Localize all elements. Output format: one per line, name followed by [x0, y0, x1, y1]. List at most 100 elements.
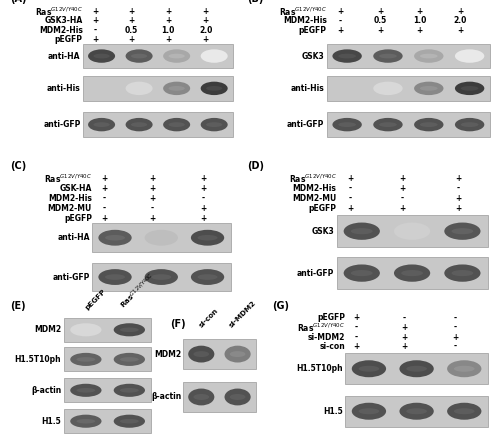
Ellipse shape	[406, 408, 427, 414]
FancyBboxPatch shape	[64, 409, 151, 433]
Text: -: -	[202, 194, 205, 203]
Text: +: +	[377, 7, 383, 16]
Text: +: +	[455, 194, 461, 203]
Text: (E): (E)	[10, 301, 26, 311]
Text: GSK-HA: GSK-HA	[60, 184, 92, 193]
Ellipse shape	[374, 49, 402, 63]
Ellipse shape	[351, 228, 372, 234]
Ellipse shape	[206, 122, 222, 127]
Ellipse shape	[144, 230, 178, 246]
Ellipse shape	[198, 274, 218, 280]
Text: MDM2-His: MDM2-His	[39, 26, 83, 35]
Text: pEGFP: pEGFP	[317, 313, 345, 322]
Ellipse shape	[224, 346, 250, 362]
Text: 0.5: 0.5	[125, 26, 138, 35]
Ellipse shape	[420, 54, 438, 59]
Text: +: +	[377, 26, 383, 35]
Ellipse shape	[379, 122, 397, 127]
Text: +: +	[200, 214, 206, 222]
Text: +: +	[200, 204, 206, 213]
Text: MDM2-MU: MDM2-MU	[292, 194, 337, 203]
Ellipse shape	[88, 49, 115, 63]
Text: +: +	[353, 342, 359, 351]
Ellipse shape	[126, 49, 152, 63]
Ellipse shape	[452, 228, 473, 234]
Text: H1.5: H1.5	[42, 417, 62, 426]
Text: +: +	[149, 194, 156, 203]
Text: -: -	[456, 184, 460, 193]
Ellipse shape	[455, 49, 484, 63]
Text: H1.5T10ph: H1.5T10ph	[14, 355, 62, 364]
Text: +: +	[200, 184, 206, 193]
Text: +: +	[165, 36, 171, 44]
Text: +: +	[202, 7, 209, 16]
FancyBboxPatch shape	[92, 223, 230, 252]
Ellipse shape	[70, 415, 102, 428]
Text: anti-HA: anti-HA	[48, 52, 80, 60]
Text: -: -	[454, 323, 456, 332]
Ellipse shape	[98, 269, 132, 285]
FancyBboxPatch shape	[336, 215, 488, 247]
Ellipse shape	[400, 403, 434, 420]
Text: +: +	[202, 16, 209, 25]
Text: +: +	[337, 26, 344, 35]
Text: 2.0: 2.0	[199, 26, 212, 35]
Ellipse shape	[374, 118, 402, 131]
Ellipse shape	[114, 384, 145, 397]
Ellipse shape	[332, 118, 362, 131]
Text: MDM2-His: MDM2-His	[292, 184, 337, 193]
Text: +: +	[416, 26, 422, 35]
Text: +: +	[149, 214, 156, 222]
Text: +: +	[347, 204, 354, 213]
FancyBboxPatch shape	[83, 112, 233, 137]
Text: +: +	[399, 204, 406, 213]
Text: +: +	[200, 174, 206, 183]
Text: si-con: si-con	[198, 307, 220, 329]
FancyBboxPatch shape	[64, 318, 151, 342]
Text: Ras$^{G12V/Y40C}$: Ras$^{G12V/Y40C}$	[298, 321, 345, 334]
Text: 0.5: 0.5	[374, 16, 386, 25]
Ellipse shape	[144, 269, 178, 285]
Text: (G): (G)	[272, 301, 289, 311]
Text: -: -	[339, 16, 342, 25]
Ellipse shape	[105, 274, 125, 280]
Text: Ras$^{G12V/Y40C}$: Ras$^{G12V/Y40C}$	[44, 173, 92, 185]
Ellipse shape	[120, 328, 139, 332]
Text: +: +	[353, 313, 359, 322]
Ellipse shape	[406, 366, 427, 372]
Ellipse shape	[358, 366, 379, 372]
Ellipse shape	[120, 388, 139, 392]
Text: -: -	[150, 204, 154, 213]
Ellipse shape	[114, 323, 145, 337]
Text: MDM2-His: MDM2-His	[48, 194, 92, 203]
FancyBboxPatch shape	[326, 112, 490, 137]
Text: Ras$^{G12V/Y40C}$: Ras$^{G12V/Y40C}$	[279, 5, 326, 18]
Text: -: -	[354, 323, 358, 332]
Ellipse shape	[200, 82, 228, 95]
Text: -: -	[454, 342, 456, 351]
Ellipse shape	[163, 118, 190, 131]
Text: -: -	[348, 194, 352, 203]
Ellipse shape	[198, 235, 218, 241]
Ellipse shape	[120, 357, 139, 362]
Ellipse shape	[230, 394, 246, 400]
Text: Ras$^{G12V/Y40C}$: Ras$^{G12V/Y40C}$	[118, 271, 158, 311]
Text: +: +	[92, 16, 98, 25]
Ellipse shape	[114, 415, 145, 428]
Ellipse shape	[338, 122, 356, 127]
Text: -: -	[103, 194, 106, 203]
Text: +: +	[457, 7, 464, 16]
Text: +: +	[92, 36, 98, 44]
Text: β-actin: β-actin	[31, 386, 62, 395]
FancyBboxPatch shape	[83, 44, 233, 68]
FancyBboxPatch shape	[345, 353, 488, 384]
Text: +: +	[165, 16, 171, 25]
Text: anti-His: anti-His	[290, 84, 324, 93]
Text: Ras$^{G12V/Y40C}$: Ras$^{G12V/Y40C}$	[35, 5, 83, 18]
Text: -: -	[454, 313, 456, 322]
Text: GSK3-HA: GSK3-HA	[44, 16, 83, 25]
Ellipse shape	[332, 49, 362, 63]
Text: pEGFP: pEGFP	[308, 204, 336, 213]
Text: -: -	[348, 184, 352, 193]
Ellipse shape	[414, 118, 444, 131]
